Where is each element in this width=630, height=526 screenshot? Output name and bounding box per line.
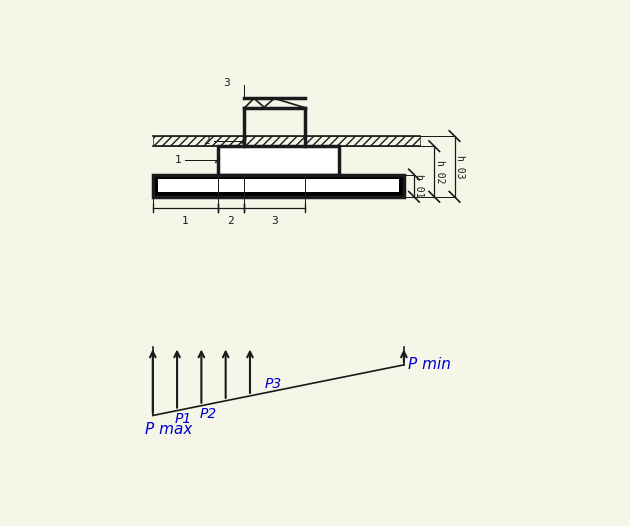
Text: P max: P max bbox=[145, 421, 192, 437]
Bar bbox=[158, 179, 399, 192]
Text: h 01: h 01 bbox=[415, 174, 424, 197]
Text: 3: 3 bbox=[271, 216, 278, 226]
Text: 2: 2 bbox=[227, 216, 234, 226]
Text: h 03: h 03 bbox=[455, 155, 465, 178]
Text: 1: 1 bbox=[182, 216, 188, 226]
Bar bbox=[152, 175, 404, 197]
Text: P min: P min bbox=[408, 357, 451, 372]
Text: P1: P1 bbox=[175, 412, 192, 426]
Text: h 02: h 02 bbox=[435, 160, 445, 183]
Bar bbox=[217, 146, 339, 175]
Text: P3: P3 bbox=[264, 378, 282, 391]
Text: 3: 3 bbox=[223, 78, 230, 88]
Text: P2: P2 bbox=[199, 407, 217, 421]
Text: 1: 1 bbox=[175, 155, 181, 165]
Bar bbox=[152, 136, 420, 146]
Text: 2: 2 bbox=[203, 136, 209, 146]
